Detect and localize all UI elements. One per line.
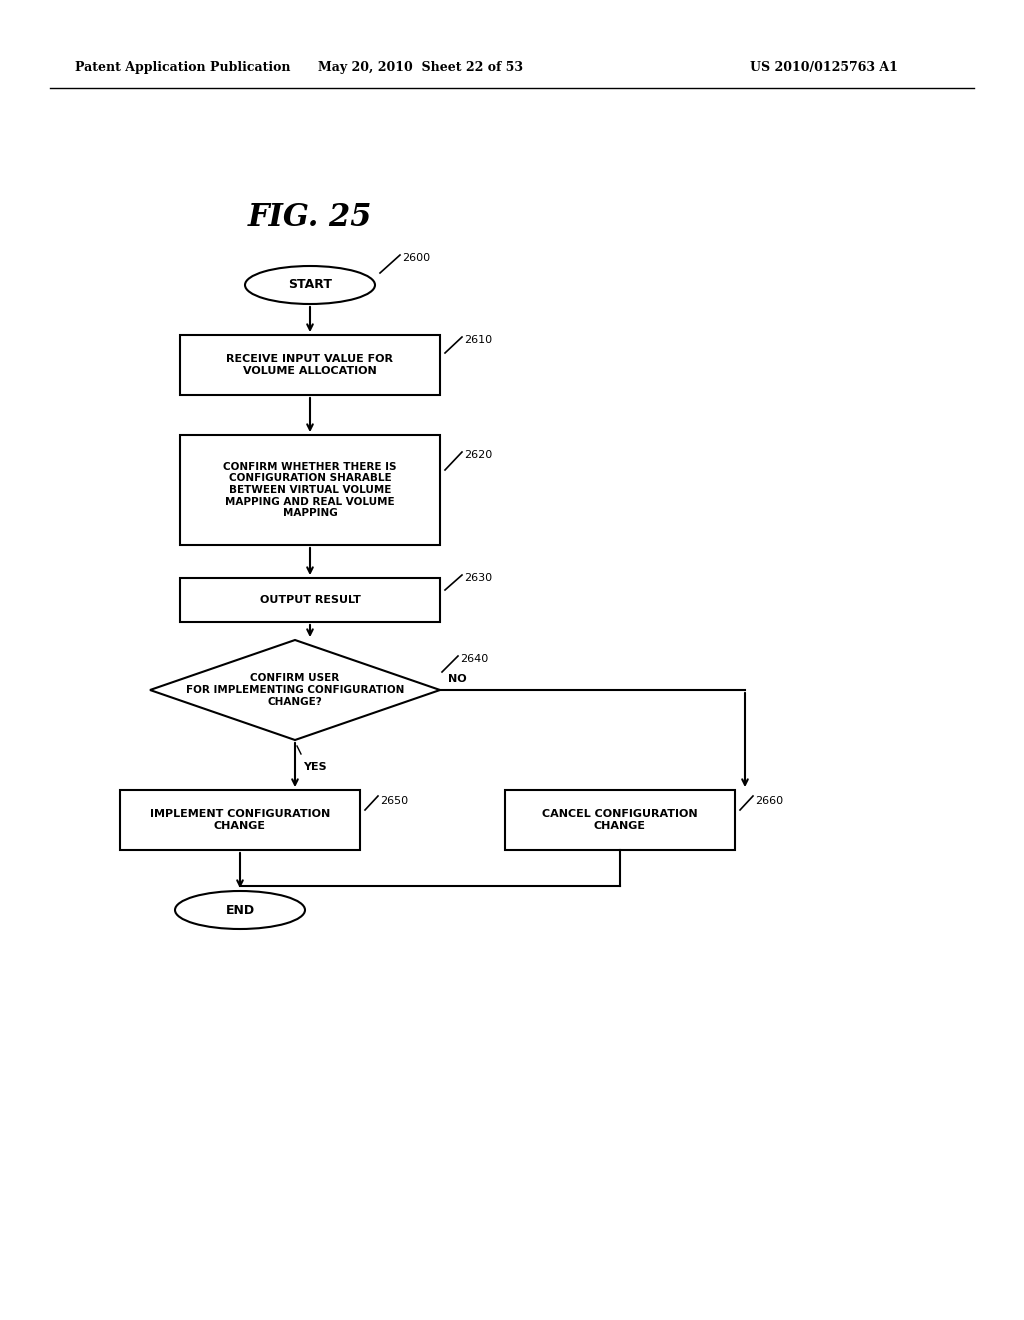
Bar — [120, 789, 360, 850]
Text: 2650: 2650 — [380, 796, 409, 807]
Text: 2600: 2600 — [402, 253, 430, 263]
Text: NO: NO — [449, 675, 467, 684]
Text: 2640: 2640 — [460, 653, 488, 664]
Text: OUTPUT RESULT: OUTPUT RESULT — [259, 595, 360, 605]
Text: START: START — [288, 279, 332, 292]
Ellipse shape — [175, 891, 305, 929]
Text: 2630: 2630 — [464, 573, 493, 583]
Polygon shape — [150, 640, 440, 741]
Text: END: END — [225, 903, 255, 916]
Text: 2620: 2620 — [464, 450, 493, 459]
Text: 2610: 2610 — [464, 335, 493, 345]
Text: CANCEL CONFIGURATION
CHANGE: CANCEL CONFIGURATION CHANGE — [542, 809, 697, 830]
Text: YES: YES — [303, 762, 327, 772]
Text: RECEIVE INPUT VALUE FOR
VOLUME ALLOCATION: RECEIVE INPUT VALUE FOR VOLUME ALLOCATIO… — [226, 354, 393, 376]
Text: Patent Application Publication: Patent Application Publication — [75, 62, 291, 74]
Text: IMPLEMENT CONFIGURATION
CHANGE: IMPLEMENT CONFIGURATION CHANGE — [150, 809, 330, 830]
Ellipse shape — [245, 267, 375, 304]
Text: US 2010/0125763 A1: US 2010/0125763 A1 — [750, 62, 898, 74]
Text: May 20, 2010  Sheet 22 of 53: May 20, 2010 Sheet 22 of 53 — [317, 62, 522, 74]
Text: 2660: 2660 — [755, 796, 783, 807]
Bar — [180, 436, 440, 545]
Bar — [180, 578, 440, 622]
Text: CONFIRM WHETHER THERE IS
CONFIGURATION SHARABLE
BETWEEN VIRTUAL VOLUME
MAPPING A: CONFIRM WHETHER THERE IS CONFIGURATION S… — [223, 462, 396, 519]
Bar — [180, 335, 440, 395]
Text: CONFIRM USER
FOR IMPLEMENTING CONFIGURATION
CHANGE?: CONFIRM USER FOR IMPLEMENTING CONFIGURAT… — [185, 673, 404, 706]
Bar — [505, 789, 735, 850]
Text: FIG. 25: FIG. 25 — [248, 202, 373, 234]
